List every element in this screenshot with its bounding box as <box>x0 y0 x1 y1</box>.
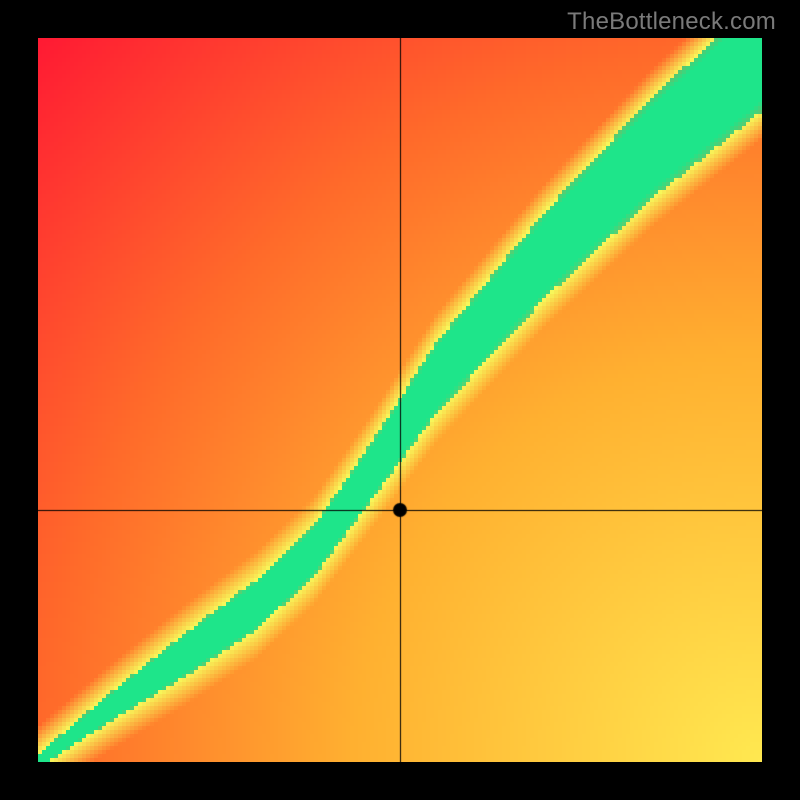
crosshair-overlay <box>38 38 762 762</box>
watermark-label: TheBottleneck.com <box>567 8 776 36</box>
